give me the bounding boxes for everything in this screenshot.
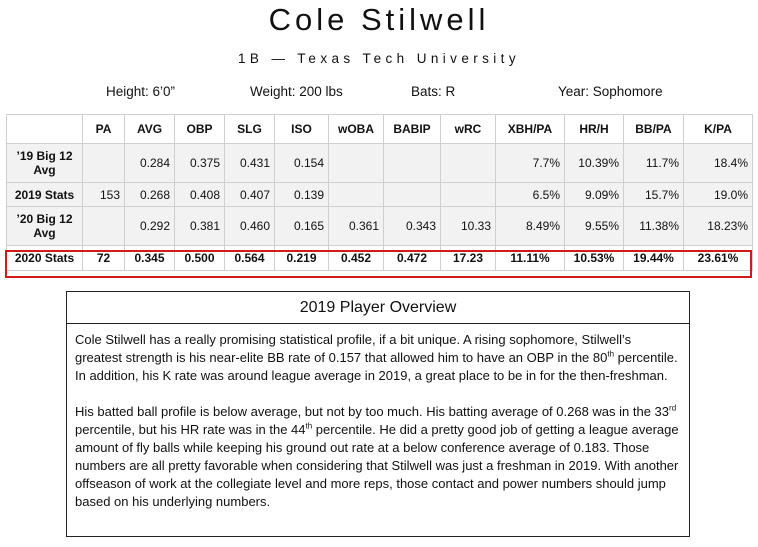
table-cell: 9.09% — [564, 182, 624, 207]
table-cell: 0.375 — [174, 143, 225, 183]
column-header — [6, 114, 83, 144]
row-label: 2020 Stats — [6, 245, 83, 271]
player-subtitle: 1B — Texas Tech University — [238, 51, 520, 66]
table-row: ’19 Big 12 Avg 0.284 0.375 0.431 0.154 7.… — [6, 143, 753, 183]
bio-year: Year: Sophomore — [558, 84, 663, 99]
table-cell: 0.345 — [124, 245, 175, 271]
table-cell: 11.38% — [623, 206, 684, 246]
table-cell: 0.154 — [274, 143, 329, 183]
table-cell: 0.284 — [124, 143, 175, 183]
column-header: HR/H — [564, 114, 624, 144]
overview-paragraph-2: His batted ball profile is below average… — [75, 403, 679, 509]
table-cell: 18.4% — [683, 143, 753, 183]
table-cell — [383, 182, 441, 207]
table-cell: 0.361 — [328, 206, 384, 246]
table-cell: 11.7% — [623, 143, 684, 183]
table-cell: 0.452 — [328, 245, 384, 271]
table-cell — [440, 143, 496, 183]
table-cell: 153 — [82, 182, 125, 207]
table-cell: 0.165 — [274, 206, 329, 246]
table-header-row: PA AVG OBP SLG ISO wOBA BABIP wRC XBH/PA… — [6, 114, 753, 144]
table-cell: 10.53% — [564, 245, 624, 271]
table-cell: 0.408 — [174, 182, 225, 207]
table-cell: 0.292 — [124, 206, 175, 246]
stats-table: PA AVG OBP SLG ISO wOBA BABIP wRC XBH/PA… — [6, 114, 753, 271]
table-cell — [82, 206, 125, 246]
table-cell: 0.381 — [174, 206, 225, 246]
table-cell: 6.5% — [495, 182, 565, 207]
table-cell: 0.219 — [274, 245, 329, 271]
table-cell — [440, 182, 496, 207]
table-cell: 10.33 — [440, 206, 496, 246]
table-cell: 0.460 — [224, 206, 275, 246]
table-cell: 19.0% — [683, 182, 753, 207]
table-cell: 8.49% — [495, 206, 565, 246]
column-header: OBP — [174, 114, 225, 144]
table-cell: 0.500 — [174, 245, 225, 271]
table-cell: 0.564 — [224, 245, 275, 271]
column-header: BABIP — [383, 114, 441, 144]
table-cell: 72 — [82, 245, 125, 271]
table-cell — [383, 143, 441, 183]
column-header: ISO — [274, 114, 329, 144]
column-header: AVG — [124, 114, 175, 144]
bio-height: Height: 6’0” — [106, 84, 176, 99]
column-header: BB/PA — [623, 114, 684, 144]
column-header: K/PA — [683, 114, 753, 144]
table-cell — [82, 143, 125, 183]
table-row: 2019 Stats 153 0.268 0.408 0.407 0.139 6… — [6, 182, 753, 207]
overview-body: Cole Stilwell has a really promising sta… — [67, 324, 689, 511]
table-cell: 0.407 — [224, 182, 275, 207]
table-row-highlighted: 2020 Stats 72 0.345 0.500 0.564 0.219 0.… — [6, 245, 753, 271]
overview-title: 2019 Player Overview — [67, 292, 689, 324]
row-label: 2019 Stats — [6, 182, 83, 207]
table-cell — [328, 143, 384, 183]
player-overview-box: 2019 Player Overview Cole Stilwell has a… — [66, 291, 690, 537]
table-cell: 10.39% — [564, 143, 624, 183]
table-cell: 9.55% — [564, 206, 624, 246]
table-cell: 0.139 — [274, 182, 329, 207]
table-cell: 0.343 — [383, 206, 441, 246]
table-cell: 15.7% — [623, 182, 684, 207]
table-cell: 0.268 — [124, 182, 175, 207]
overview-paragraph-1: Cole Stilwell has a really promising sta… — [75, 332, 678, 383]
player-name: Cole Stilwell — [268, 2, 490, 37]
table-row: ’20 Big 12 Avg 0.292 0.381 0.460 0.165 0.… — [6, 206, 753, 246]
column-header: wRC — [440, 114, 496, 144]
column-header: SLG — [224, 114, 275, 144]
column-header: wOBA — [328, 114, 384, 144]
table-cell — [328, 182, 384, 207]
table-cell: 11.11% — [495, 245, 565, 271]
column-header: PA — [82, 114, 125, 144]
table-cell: 0.431 — [224, 143, 275, 183]
bio-weight: Weight: 200 lbs — [250, 84, 343, 99]
row-label: ’19 Big 12 Avg — [6, 143, 83, 183]
table-cell: 17.23 — [440, 245, 496, 271]
bio-bats: Bats: R — [411, 84, 456, 99]
table-cell: 19.44% — [623, 245, 684, 271]
table-cell: 23.61% — [683, 245, 753, 271]
table-cell: 18.23% — [683, 206, 753, 246]
column-header: XBH/PA — [495, 114, 565, 144]
table-cell: 0.472 — [383, 245, 441, 271]
table-cell: 7.7% — [495, 143, 565, 183]
row-label: ’20 Big 12 Avg — [6, 206, 83, 246]
